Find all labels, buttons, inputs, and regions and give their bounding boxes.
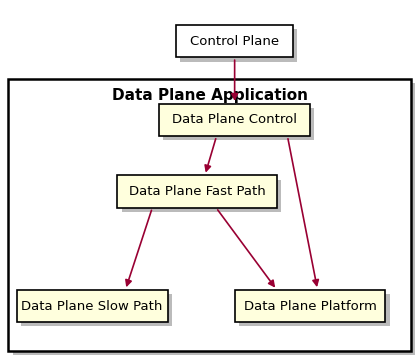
FancyBboxPatch shape	[21, 294, 172, 326]
FancyBboxPatch shape	[122, 180, 281, 212]
FancyBboxPatch shape	[180, 29, 297, 62]
FancyBboxPatch shape	[176, 25, 293, 57]
FancyBboxPatch shape	[163, 108, 314, 140]
FancyBboxPatch shape	[8, 79, 411, 351]
FancyBboxPatch shape	[239, 294, 390, 326]
Text: Control Plane: Control Plane	[190, 35, 279, 48]
FancyBboxPatch shape	[159, 104, 310, 136]
Text: Data Plane Control: Data Plane Control	[172, 113, 297, 126]
FancyBboxPatch shape	[117, 175, 277, 208]
Text: Data Plane Slow Path: Data Plane Slow Path	[21, 300, 163, 313]
Text: Data Plane Fast Path: Data Plane Fast Path	[129, 185, 265, 198]
Text: Data Plane Platform: Data Plane Platform	[243, 300, 377, 313]
FancyBboxPatch shape	[13, 83, 415, 355]
FancyBboxPatch shape	[17, 290, 168, 322]
FancyBboxPatch shape	[235, 290, 385, 322]
Text: Data Plane Application: Data Plane Application	[111, 88, 308, 103]
